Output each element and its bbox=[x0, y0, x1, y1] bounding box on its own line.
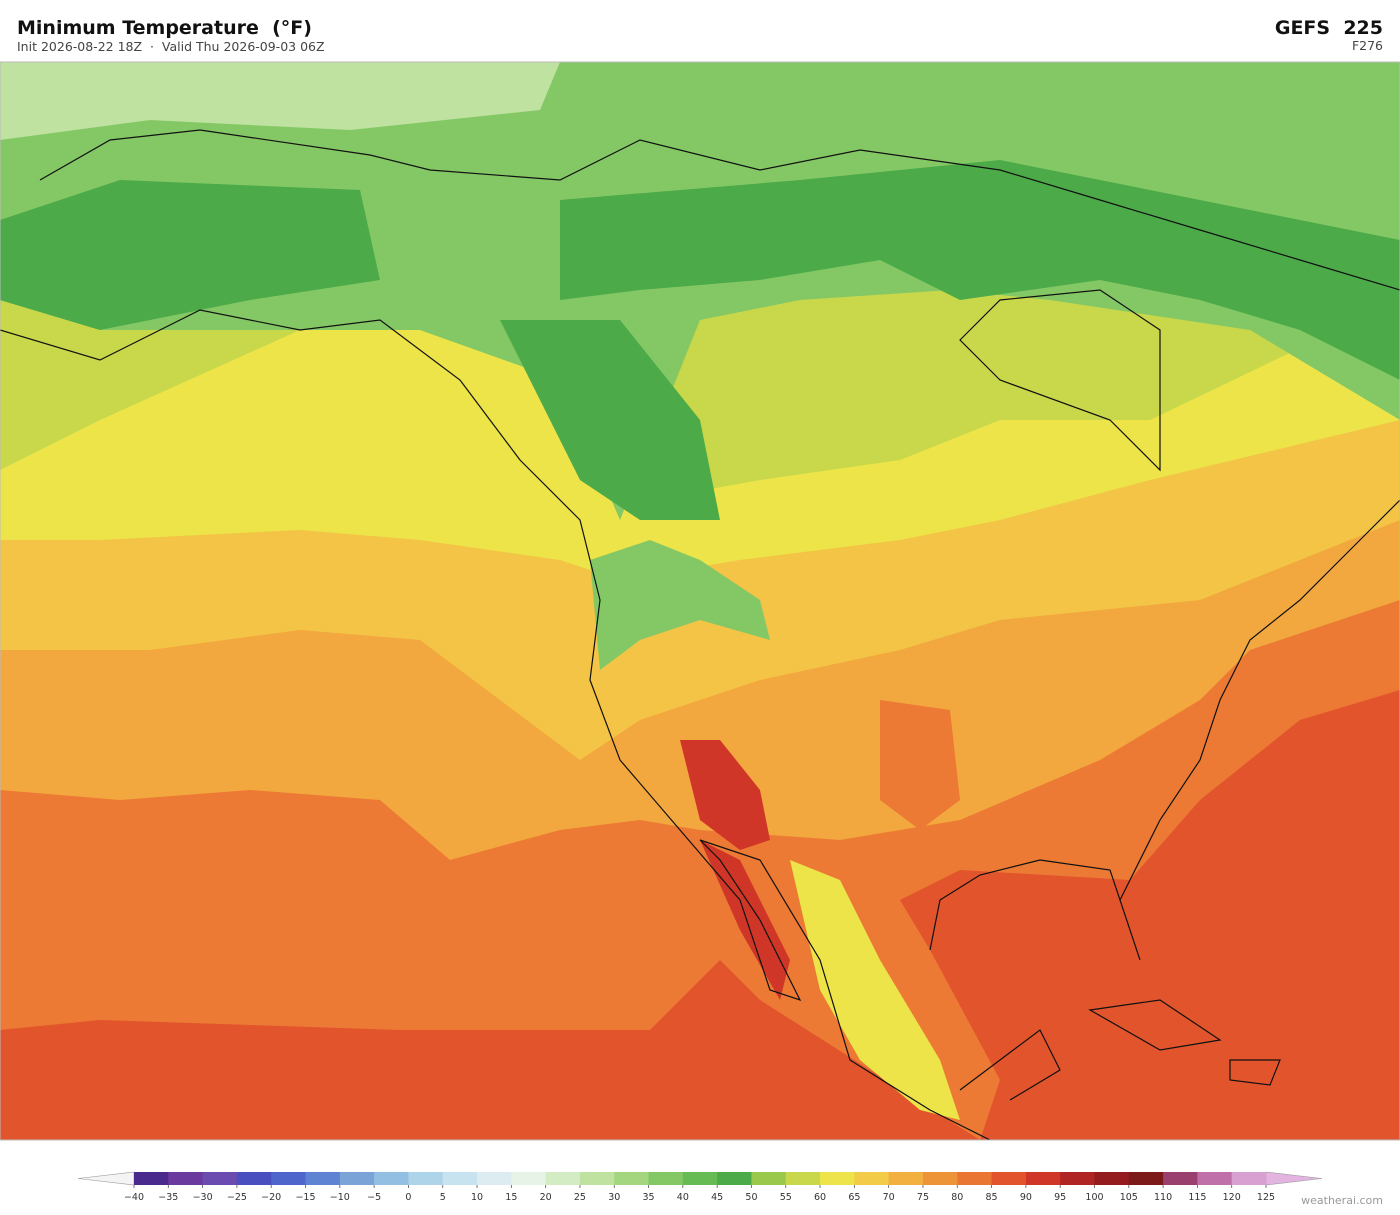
temp-field bbox=[0, 180, 380, 330]
colorbar-cell bbox=[442, 1172, 478, 1185]
colorbar-cell bbox=[374, 1172, 409, 1185]
colorbar-cell bbox=[682, 1172, 718, 1185]
watermark: weatherai.com bbox=[1301, 1194, 1383, 1207]
colorbar-cell bbox=[785, 1172, 821, 1185]
colorbar-tick-label: 15 bbox=[505, 1192, 517, 1203]
colorbar-tick-label: −10 bbox=[330, 1192, 350, 1203]
colorbar-tick-label: 125 bbox=[1257, 1192, 1275, 1203]
colorbar-tick-label: 75 bbox=[917, 1192, 929, 1203]
colorbar-cell bbox=[1231, 1172, 1267, 1185]
colorbar-cell bbox=[545, 1172, 581, 1185]
colorbar-cell bbox=[1163, 1172, 1198, 1185]
colorbar-tick-label: 80 bbox=[951, 1192, 963, 1203]
colorbar-tick-label: 90 bbox=[1020, 1192, 1032, 1203]
colorbar-cell bbox=[717, 1172, 752, 1185]
model: GEFS 225 bbox=[1275, 17, 1383, 39]
colorbar-cell bbox=[477, 1172, 512, 1185]
colorbar-tick-label: 110 bbox=[1154, 1192, 1172, 1203]
temp-field bbox=[680, 740, 790, 1000]
colorbar-tick-label: −25 bbox=[227, 1192, 247, 1203]
forecast-hour: F276 bbox=[1352, 38, 1383, 53]
colorbar-extend bbox=[77, 1171, 135, 1186]
colorbar-cell bbox=[922, 1172, 958, 1185]
colorbar-cell bbox=[134, 1172, 169, 1185]
temp-field bbox=[590, 540, 770, 670]
colorbar-tick-label: 10 bbox=[471, 1192, 483, 1203]
colorbar-cell bbox=[511, 1172, 547, 1185]
colorbar-tick-label: 45 bbox=[711, 1192, 723, 1203]
colorbar-tick-label: 70 bbox=[883, 1192, 895, 1203]
colorbar-tick-label: 60 bbox=[814, 1192, 826, 1203]
temp-field bbox=[880, 700, 960, 830]
colorbar-tick-label: 65 bbox=[848, 1192, 860, 1203]
colorbar-tick-label: −40 bbox=[124, 1192, 144, 1203]
colorbar-cell bbox=[1025, 1172, 1061, 1185]
colorbar-cell bbox=[202, 1172, 238, 1185]
colorbar-cell bbox=[168, 1172, 204, 1185]
colorbar-tick-label: −30 bbox=[193, 1192, 213, 1203]
colorbar-tick-label: 100 bbox=[1085, 1192, 1103, 1203]
colorbar-cell bbox=[614, 1172, 650, 1185]
colorbar-cell bbox=[751, 1172, 787, 1185]
colorbar-tick-label: 120 bbox=[1223, 1192, 1241, 1203]
colorbar-tick-label: 105 bbox=[1120, 1192, 1138, 1203]
colorbar-tick-label: −15 bbox=[295, 1192, 315, 1203]
colorbar-cell bbox=[236, 1172, 272, 1185]
colorbar-tick-label: 35 bbox=[642, 1192, 654, 1203]
colorbar-tick-label: 20 bbox=[540, 1192, 552, 1203]
colorbar-tick-label: 5 bbox=[440, 1192, 446, 1203]
temp-field bbox=[500, 320, 720, 520]
colorbar-tick-label: 0 bbox=[405, 1192, 411, 1203]
coastline bbox=[0, 129, 1400, 1140]
colorbar-tick-label: 55 bbox=[780, 1192, 792, 1203]
title: Minimum Temperature (°F) bbox=[17, 17, 312, 39]
colorbar-tick-label: −35 bbox=[158, 1192, 178, 1203]
colorbar-cell bbox=[1197, 1172, 1233, 1185]
colorbar-cell bbox=[888, 1172, 924, 1185]
colorbar-tick-label: 25 bbox=[574, 1192, 586, 1203]
temp-field bbox=[790, 860, 960, 1120]
colorbar-cell bbox=[820, 1172, 855, 1185]
temp-field bbox=[560, 160, 1400, 380]
colorbar-cell bbox=[1128, 1172, 1164, 1185]
colorbar-cell bbox=[991, 1172, 1027, 1185]
colorbar-extend bbox=[1265, 1171, 1323, 1186]
colorbar-cell bbox=[1094, 1172, 1130, 1185]
colorbar-tick-label: 85 bbox=[986, 1192, 998, 1203]
colorbar-cell bbox=[579, 1172, 615, 1185]
colorbar-cell bbox=[271, 1172, 307, 1185]
colorbar-cell bbox=[1060, 1172, 1095, 1185]
colorbar-tick-label: −20 bbox=[261, 1192, 281, 1203]
map bbox=[0, 61, 1400, 1141]
colorbar-tick-label: 50 bbox=[745, 1192, 757, 1203]
subtitle: Init 2026-08-22 18Z · Valid Thu 2026-09-… bbox=[17, 39, 325, 54]
colorbar-tick-label: 115 bbox=[1188, 1192, 1206, 1203]
colorbar-cell bbox=[305, 1172, 341, 1185]
colorbar-cell bbox=[648, 1172, 684, 1185]
map-frame bbox=[0, 61, 1400, 1141]
colorbar-tick-label: −5 bbox=[367, 1192, 381, 1203]
temp-field bbox=[0, 62, 560, 140]
colorbar-tick-label: 30 bbox=[608, 1192, 620, 1203]
colorbar-cell bbox=[339, 1172, 375, 1185]
colorbar-tick-label: 95 bbox=[1054, 1192, 1066, 1203]
colorbar: −40 −35 −30 −25 −20 −15 −10 −5 0 5 10 15 20 25 30 35 40 4… bbox=[77, 1171, 1323, 1203]
colorbar-cell bbox=[408, 1172, 444, 1185]
colorbar-tick-label: 40 bbox=[677, 1192, 689, 1203]
colorbar-cell bbox=[854, 1172, 890, 1185]
colorbar-cell bbox=[957, 1172, 993, 1185]
